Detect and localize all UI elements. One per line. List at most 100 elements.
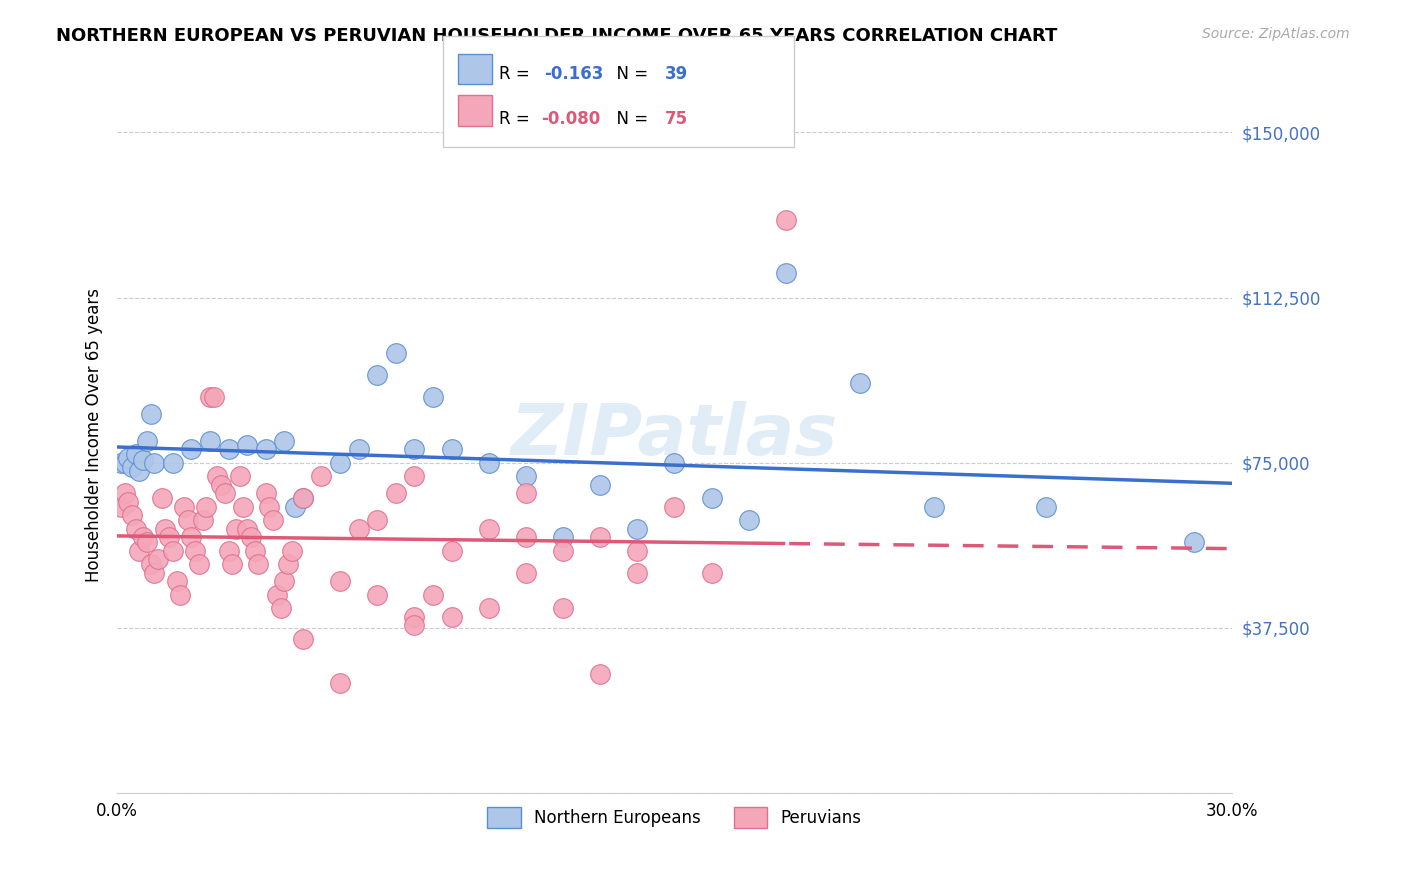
Point bbox=[404, 442, 426, 457]
Point bbox=[737, 513, 759, 527]
Point bbox=[135, 534, 157, 549]
Point bbox=[281, 543, 304, 558]
Point bbox=[404, 618, 426, 632]
Point bbox=[117, 495, 139, 509]
Point bbox=[209, 477, 232, 491]
Point bbox=[291, 632, 314, 646]
Point bbox=[775, 266, 797, 280]
Point bbox=[664, 500, 686, 514]
Text: ZIPatlas: ZIPatlas bbox=[510, 401, 838, 469]
Point bbox=[404, 609, 426, 624]
Point bbox=[329, 675, 352, 690]
Y-axis label: Householder Income Over 65 years: Householder Income Over 65 years bbox=[86, 288, 103, 582]
Point bbox=[169, 588, 191, 602]
Point bbox=[218, 543, 240, 558]
Point bbox=[198, 434, 221, 448]
Point bbox=[191, 513, 214, 527]
Point bbox=[664, 456, 686, 470]
Point bbox=[139, 407, 162, 421]
Point bbox=[626, 566, 648, 580]
Point bbox=[166, 574, 188, 589]
Text: NORTHERN EUROPEAN VS PERUVIAN HOUSEHOLDER INCOME OVER 65 YEARS CORRELATION CHART: NORTHERN EUROPEAN VS PERUVIAN HOUSEHOLDE… bbox=[56, 27, 1057, 45]
Point bbox=[347, 522, 370, 536]
Point bbox=[440, 543, 463, 558]
Point bbox=[173, 500, 195, 514]
Point bbox=[1035, 500, 1057, 514]
Point bbox=[157, 530, 180, 544]
Point bbox=[180, 442, 202, 457]
Point bbox=[125, 447, 148, 461]
Point bbox=[849, 376, 872, 391]
Point bbox=[180, 530, 202, 544]
Point bbox=[626, 543, 648, 558]
Point bbox=[155, 522, 177, 536]
Point bbox=[132, 530, 155, 544]
Text: 39: 39 bbox=[665, 65, 689, 83]
Point bbox=[515, 530, 537, 544]
Point bbox=[121, 508, 143, 523]
Point bbox=[478, 456, 501, 470]
Point bbox=[515, 468, 537, 483]
Point bbox=[187, 557, 209, 571]
Point bbox=[114, 456, 136, 470]
Point bbox=[385, 345, 408, 359]
Point bbox=[195, 500, 218, 514]
Legend: Northern Europeans, Peruvians: Northern Europeans, Peruvians bbox=[481, 801, 869, 834]
Point bbox=[236, 438, 259, 452]
Point bbox=[422, 390, 444, 404]
Text: R =: R = bbox=[499, 110, 536, 128]
Point bbox=[207, 468, 229, 483]
Point bbox=[128, 464, 150, 478]
Point bbox=[291, 491, 314, 505]
Point bbox=[128, 543, 150, 558]
Point bbox=[589, 666, 612, 681]
Point bbox=[139, 557, 162, 571]
Point bbox=[247, 557, 270, 571]
Point bbox=[221, 557, 243, 571]
Point bbox=[329, 456, 352, 470]
Point bbox=[273, 574, 295, 589]
Point bbox=[515, 486, 537, 500]
Point bbox=[515, 566, 537, 580]
Point bbox=[422, 588, 444, 602]
Point bbox=[132, 453, 155, 467]
Point bbox=[262, 513, 284, 527]
Point bbox=[551, 600, 574, 615]
Text: 75: 75 bbox=[665, 110, 688, 128]
Point bbox=[254, 486, 277, 500]
Point bbox=[114, 486, 136, 500]
Point bbox=[184, 543, 207, 558]
Point bbox=[259, 500, 281, 514]
Point bbox=[311, 468, 333, 483]
Point bbox=[270, 600, 292, 615]
Point bbox=[254, 442, 277, 457]
Point bbox=[291, 491, 314, 505]
Point bbox=[284, 500, 307, 514]
Point bbox=[162, 543, 184, 558]
Point bbox=[700, 566, 723, 580]
Point bbox=[347, 442, 370, 457]
Point bbox=[273, 434, 295, 448]
Point bbox=[121, 459, 143, 474]
Point bbox=[125, 522, 148, 536]
Point bbox=[1184, 534, 1206, 549]
Text: N =: N = bbox=[606, 65, 654, 83]
Point bbox=[202, 390, 225, 404]
Point bbox=[626, 522, 648, 536]
Point bbox=[243, 543, 266, 558]
Point bbox=[478, 522, 501, 536]
Point bbox=[198, 390, 221, 404]
Point bbox=[924, 500, 946, 514]
Point bbox=[551, 543, 574, 558]
Point bbox=[225, 522, 247, 536]
Text: Source: ZipAtlas.com: Source: ZipAtlas.com bbox=[1202, 27, 1350, 41]
Text: R =: R = bbox=[499, 65, 540, 83]
Point bbox=[440, 609, 463, 624]
Point bbox=[214, 486, 236, 500]
Point bbox=[366, 513, 388, 527]
Point bbox=[218, 442, 240, 457]
Point bbox=[232, 500, 254, 514]
Point bbox=[146, 552, 169, 566]
Point bbox=[143, 456, 166, 470]
Point bbox=[551, 530, 574, 544]
